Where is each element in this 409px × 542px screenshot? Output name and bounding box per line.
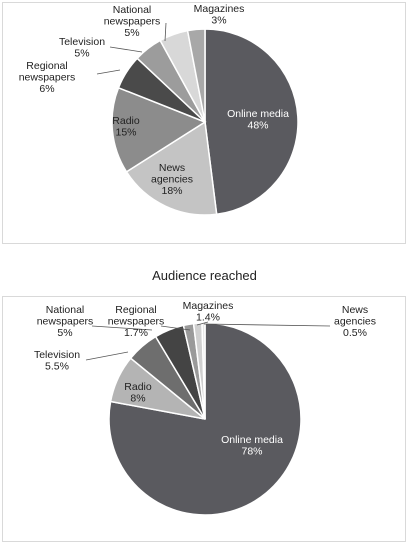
chart-title-audience-reached: Audience reached [152, 268, 257, 283]
leader-line-television [85, 351, 129, 361]
slice-label-regional-newspapers: Regional newspapers 1.7% [108, 304, 165, 339]
pie-slice-online-media [108, 322, 302, 516]
slice-label-online-media: Online media 48% [227, 108, 289, 132]
leader-line-national-newspapers [91, 325, 153, 331]
leader-line-news-agencies [203, 323, 331, 327]
pie-slice-magazines [186, 28, 206, 123]
leader-line-national-newspapers [164, 22, 167, 42]
slice-label-radio: Radio 15% [112, 115, 140, 139]
slice-label-radio: Radio 8% [124, 381, 152, 405]
slice-label-regional-newspapers: Regional newspapers 6% [19, 60, 76, 95]
slice-label-news-agencies: News agencies 18% [151, 162, 193, 197]
slice-label-television: Television 5% [59, 36, 105, 60]
leader-line-television [109, 46, 143, 53]
leader-line-regional-newspapers [96, 69, 121, 75]
leader-line-magazines [196, 321, 209, 326]
slice-label-national-newspapers: National newspapers 5% [37, 304, 94, 339]
pie-chart-1: Online media 48% News agencies 18% Radio 15% Re… [19, 3, 299, 216]
pie-slice-news-agencies [125, 120, 218, 216]
slice-label-news-agencies: News agencies 0.5% [334, 304, 376, 339]
pie-slice-radio [111, 86, 207, 173]
slice-label-magazines: Magazines 3% [194, 3, 245, 27]
slice-label-magazines: Magazines 1.4% [183, 300, 234, 324]
leader-line-regional-newspapers [160, 325, 191, 331]
slice-label-television: Television 5.5% [34, 349, 80, 373]
pie-chart-2: Online media 78% Radio 8% Television 5.5% Nati… [34, 300, 376, 516]
slice-label-online-media: Online media 78% [221, 434, 283, 458]
pie-slice-online-media [204, 28, 299, 216]
slice-label-national-newspapers: National newspapers 5% [104, 4, 161, 39]
